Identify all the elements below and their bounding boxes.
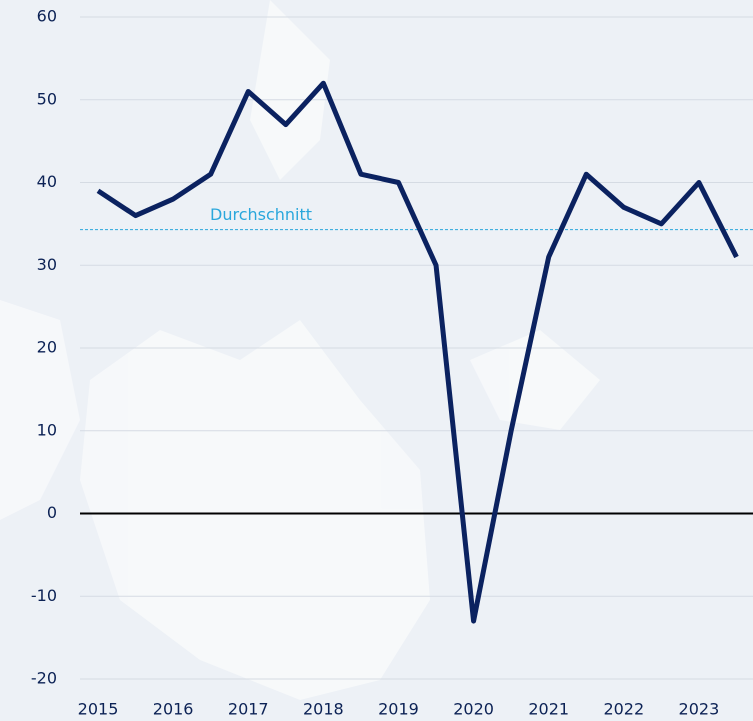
x-tick-label: 2022 [603,700,644,719]
y-tick-label: 20 [37,338,57,357]
x-tick-label: 2017 [228,700,269,719]
y-tick-label: 10 [37,420,57,439]
y-tick-label: -10 [31,586,57,605]
x-tick-label: 2021 [528,700,569,719]
x-tick-label: 2018 [303,700,344,719]
average-label: Durchschnitt [210,205,312,224]
y-tick-label: 60 [37,7,57,26]
x-tick-label: 2023 [679,700,720,719]
y-tick-label: 30 [37,255,57,274]
y-tick-label: 50 [37,89,57,108]
x-tick-label: 2016 [153,700,194,719]
y-tick-label: -20 [31,669,57,688]
y-tick-label: 0 [47,503,57,522]
x-tick-label: 2020 [453,700,494,719]
y-tick-label: 40 [37,172,57,191]
data-line [96,80,739,624]
map-background [0,0,600,700]
x-tick-label: 2015 [78,700,119,719]
x-tick-label: 2019 [378,700,419,719]
